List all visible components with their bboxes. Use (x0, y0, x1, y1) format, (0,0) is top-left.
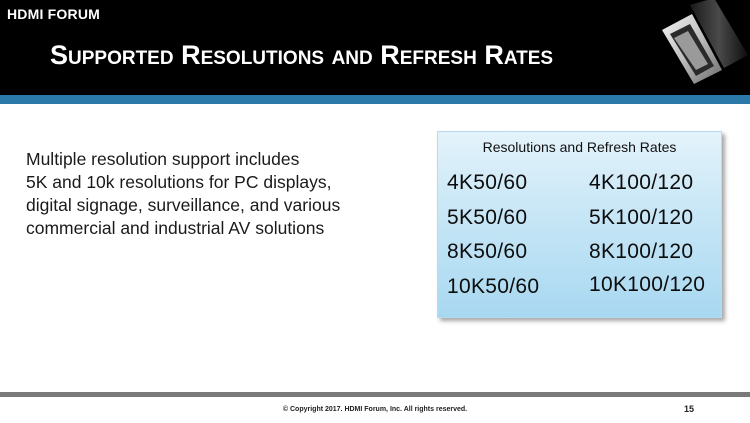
resolution-item: 10K100/120 (589, 273, 706, 296)
description-line: commercial and industrial AV solutions (26, 218, 325, 238)
resolution-item: 4K50/60 (447, 171, 528, 194)
description-line: 5K and 10k resolutions for PC displays, (26, 172, 332, 192)
resolution-item: 4K100/120 (589, 171, 694, 194)
resolution-item: 10K50/60 (447, 275, 540, 298)
resolution-item: 5K100/120 (589, 206, 694, 229)
description-line: Multiple resolution support includes (26, 149, 300, 169)
slide-header: HDMI FORUM Supported Resolutions and Ref… (0, 0, 750, 95)
hdmi-cable-icon (640, 0, 750, 95)
resolution-item: 8K50/60 (447, 240, 528, 263)
brand-label: HDMI FORUM (7, 6, 100, 22)
description-text: Multiple resolution support includes 5K … (26, 148, 406, 240)
page-number: 15 (684, 404, 695, 414)
resolution-item: 8K100/120 (589, 240, 694, 263)
description-line: digital signage, surveillance, and vario… (26, 195, 341, 215)
resolutions-panel: Resolutions and Refresh Rates 4K50/60 5K… (437, 131, 722, 318)
resolution-item: 5K50/60 (447, 206, 528, 229)
copyright-text: © Copyright 2017. HDMI Forum, Inc. All r… (282, 406, 468, 413)
footer-divider (0, 392, 750, 397)
panel-title: Resolutions and Refresh Rates (482, 139, 677, 155)
slide-title: Supported Resolutions and Refresh Rates (50, 40, 554, 70)
accent-bar (0, 95, 750, 104)
slide-footer (0, 397, 750, 423)
